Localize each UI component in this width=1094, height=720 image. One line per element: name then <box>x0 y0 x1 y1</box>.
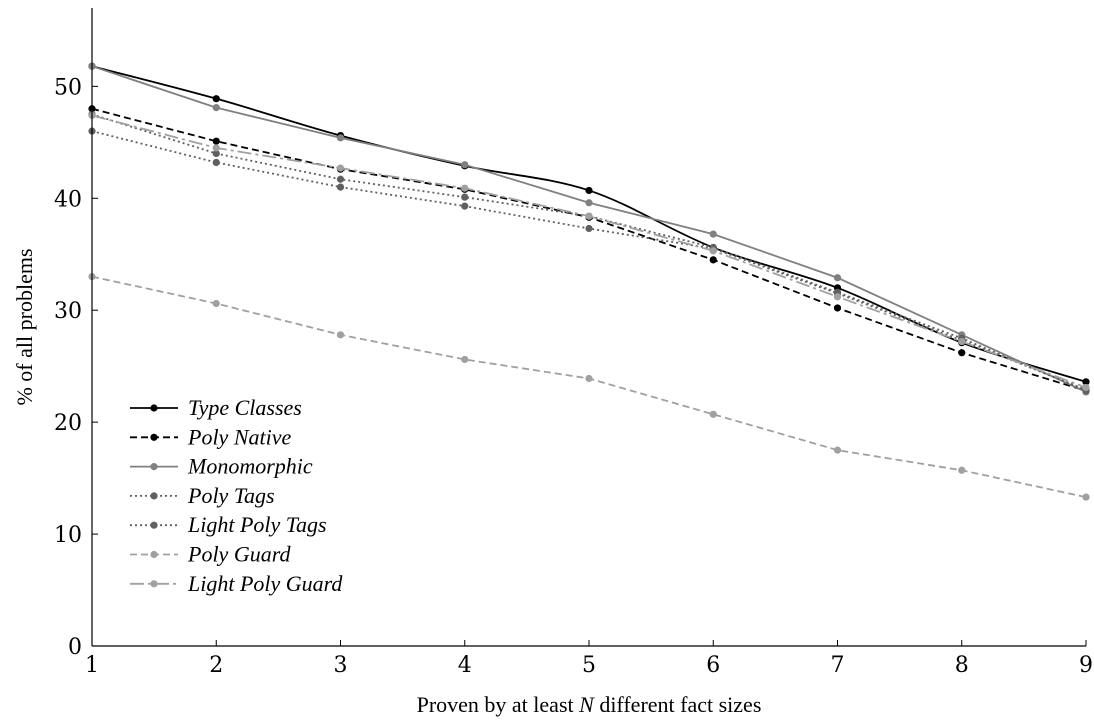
data-point-light-poly-tags <box>336 175 345 183</box>
y-tick-label: 10 <box>54 523 82 548</box>
series-line-light-poly-guard <box>91 114 1087 389</box>
legend-swatch-marker <box>150 521 158 529</box>
legend-swatch-marker <box>150 492 158 500</box>
legend-entry-poly-native: Poly Native <box>130 424 291 449</box>
data-point-poly-tags <box>336 183 345 191</box>
data-point-poly-guard <box>212 299 220 308</box>
data-point-poly-native <box>958 349 966 357</box>
legend-swatch-marker <box>150 433 158 441</box>
data-point-poly-tags <box>585 224 593 233</box>
legend-swatch-marker <box>150 550 158 559</box>
data-point-poly-native <box>833 304 842 312</box>
x-axis-title-suffix: different fact sizes <box>594 692 762 717</box>
legend-label: Type Classes <box>188 395 302 420</box>
x-axis-title: Proven by at least N different fact size… <box>417 692 762 717</box>
x-tick-label: 5 <box>582 653 596 678</box>
data-point-light-poly-guard <box>585 212 593 220</box>
series-layer <box>88 62 1090 501</box>
data-point-poly-native <box>212 137 220 145</box>
x-tick-label: 9 <box>1079 653 1093 678</box>
y-axis-title: % of all problems <box>12 248 37 405</box>
legend-entry-light-poly-guard: Light Poly Guard <box>130 571 343 596</box>
ticks-layer: 1 2 3 4 5 6 7 8 9 0 10 20 30 40 50 <box>54 75 1093 678</box>
data-point-type-classes <box>585 186 593 195</box>
x-tick-label: 2 <box>209 653 223 678</box>
legend-entry-poly-tags: Poly Tags <box>130 483 275 508</box>
y-tick-label: 0 <box>68 635 82 660</box>
data-point-light-poly-guard <box>1082 383 1090 392</box>
series-line-light-poly-tags <box>91 113 1087 392</box>
data-point-light-poly-guard <box>958 337 966 346</box>
data-point-light-poly-guard <box>212 144 220 152</box>
legend-label: Monomorphic <box>187 454 313 479</box>
legend-entry-poly-guard: Poly Guard <box>130 542 291 567</box>
x-axis-title-variable: N <box>578 692 595 717</box>
data-point-poly-guard <box>709 410 717 418</box>
y-tick-label: 20 <box>54 411 82 436</box>
series-line-poly-tags <box>91 130 1087 391</box>
data-point-poly-guard <box>336 331 345 339</box>
data-point-light-poly-guard <box>709 247 717 255</box>
legend: Type Classes Poly Native Monomorphic Poly T… <box>130 395 343 596</box>
legend-swatch-marker <box>150 404 158 412</box>
data-point-poly-guard <box>958 466 966 474</box>
legend-swatch-marker <box>150 580 158 588</box>
data-point-light-poly-tags <box>461 193 469 201</box>
x-tick-label: 7 <box>831 653 845 678</box>
legend-entry-type-classes: Type Classes <box>130 395 302 420</box>
data-point-poly-guard <box>833 446 842 454</box>
data-point-light-poly-guard <box>461 184 469 192</box>
data-point-type-classes <box>1082 378 1090 386</box>
data-point-light-poly-guard <box>833 293 842 301</box>
data-point-poly-guard <box>1082 493 1090 501</box>
data-point-monomorphic <box>461 161 469 169</box>
x-tick-label: 1 <box>85 653 99 678</box>
legend-swatch-marker <box>150 463 158 471</box>
y-tick-label: 50 <box>54 75 82 100</box>
legend-label: Poly Native <box>187 424 291 449</box>
data-point-type-classes <box>212 95 220 103</box>
data-point-light-poly-tags <box>212 149 220 158</box>
legend-label: Light Poly Guard <box>187 571 343 596</box>
data-point-poly-guard <box>461 355 469 364</box>
legend-label: Light Poly Tags <box>187 512 327 537</box>
data-point-monomorphic <box>585 199 593 207</box>
x-tick-label: 4 <box>458 653 472 678</box>
data-point-poly-tags <box>212 158 220 167</box>
x-axis-title-prefix: Proven by at least <box>417 692 580 717</box>
legend-entry-monomorphic: Monomorphic <box>130 454 313 479</box>
data-point-monomorphic <box>709 230 717 238</box>
y-tick-label: 40 <box>54 187 82 212</box>
data-point-monomorphic <box>212 104 220 112</box>
y-tick-label: 30 <box>54 299 82 324</box>
data-point-monomorphic <box>833 274 842 282</box>
x-tick-label: 6 <box>706 653 720 678</box>
data-point-poly-tags <box>461 202 469 210</box>
x-tick-label: 8 <box>955 653 969 678</box>
data-point-poly-native <box>709 256 717 264</box>
data-point-poly-guard <box>585 374 593 383</box>
legend-label: Poly Tags <box>187 483 275 508</box>
data-point-monomorphic <box>336 134 345 142</box>
legend-entry-light-poly-tags: Light Poly Tags <box>130 512 327 537</box>
x-tick-label: 3 <box>334 653 348 678</box>
legend-label: Poly Guard <box>187 542 291 567</box>
data-point-light-poly-guard <box>336 164 345 172</box>
